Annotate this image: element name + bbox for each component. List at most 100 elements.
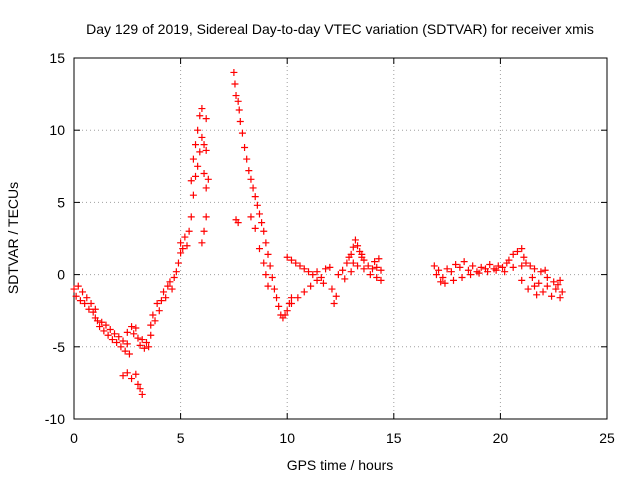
data-point [187, 213, 195, 221]
data-point [76, 297, 84, 305]
data-point [138, 390, 146, 398]
data-point [177, 239, 185, 247]
data-point [535, 279, 543, 287]
data-point [172, 268, 180, 276]
data-point [266, 262, 274, 270]
data-point [243, 155, 251, 163]
data-point [238, 129, 246, 137]
data-point [509, 263, 517, 271]
data-point [509, 250, 517, 258]
data-point [371, 258, 379, 266]
data-point [104, 331, 112, 339]
data-point [309, 271, 317, 279]
x-tick-label: 20 [493, 430, 509, 446]
data-point [294, 294, 302, 302]
data-point [343, 259, 351, 267]
data-point [81, 299, 89, 307]
data-point [300, 265, 308, 273]
data-point [505, 256, 513, 264]
data-point [85, 305, 93, 313]
data-point [322, 265, 330, 273]
data-point [464, 266, 472, 274]
data-point [130, 330, 138, 338]
data-point [247, 175, 255, 183]
data-point [83, 294, 91, 302]
data-point [460, 258, 468, 266]
data-point [441, 279, 449, 287]
data-point [458, 273, 466, 281]
data-point [202, 213, 210, 221]
data-point [168, 285, 176, 293]
data-point [196, 148, 204, 156]
data-point [202, 115, 210, 123]
data-point [74, 282, 82, 290]
data-point [443, 265, 451, 273]
data-point [283, 307, 291, 315]
y-tick-label: -5 [53, 339, 66, 355]
data-point [234, 97, 242, 105]
data-point [111, 330, 119, 338]
data-point [533, 291, 541, 299]
y-tick-label: 15 [49, 50, 65, 66]
data-point [200, 141, 208, 149]
data-point [132, 324, 140, 332]
data-point [196, 112, 204, 120]
data-point [354, 242, 362, 250]
data-point [358, 250, 366, 258]
data-point [373, 263, 381, 271]
data-point [251, 193, 259, 201]
data-point [518, 276, 526, 284]
data-point [164, 282, 172, 290]
data-point [198, 239, 206, 247]
grid [74, 58, 607, 419]
data-point [375, 255, 383, 263]
data-point [281, 311, 289, 319]
chart-title: Day 129 of 2019, Sidereal Day-to-day VTE… [86, 21, 594, 37]
data-point [232, 92, 240, 100]
plot-frame [73, 57, 608, 420]
data-point [260, 227, 268, 235]
data-point [328, 285, 336, 293]
x-tick-label: 5 [177, 430, 185, 446]
x-tick-label: 15 [386, 430, 402, 446]
data-point [366, 271, 374, 279]
x-tick-label: 0 [70, 430, 78, 446]
data-point [292, 259, 300, 267]
x-tick-label: 25 [599, 430, 615, 446]
data-point [98, 318, 106, 326]
data-point [539, 288, 547, 296]
data-point [456, 263, 464, 271]
data-point [177, 249, 185, 257]
data-point [556, 276, 564, 284]
data-point [368, 265, 376, 273]
data-point [264, 250, 272, 258]
data-point [351, 236, 359, 244]
data-point [332, 292, 340, 300]
data-point [449, 276, 457, 284]
data-point [166, 278, 174, 286]
data-point [317, 273, 325, 281]
data-point [174, 259, 182, 267]
data-point [283, 253, 291, 261]
data-point [72, 292, 80, 300]
data-point [142, 338, 150, 346]
data-point [128, 375, 136, 383]
data-point [345, 253, 353, 261]
data-point [432, 271, 440, 279]
data-point [230, 68, 238, 76]
data-point [136, 385, 144, 393]
data-point [245, 167, 253, 175]
data-point [128, 323, 136, 331]
data-point [296, 262, 304, 270]
data-point [147, 321, 155, 329]
data-point [113, 338, 121, 346]
data-point [247, 213, 255, 221]
data-point [192, 141, 200, 149]
data-point [194, 162, 202, 170]
data-point [554, 281, 562, 289]
data-point [123, 328, 131, 336]
data-point [125, 350, 133, 358]
data-point [273, 294, 281, 302]
data-point [531, 282, 539, 290]
